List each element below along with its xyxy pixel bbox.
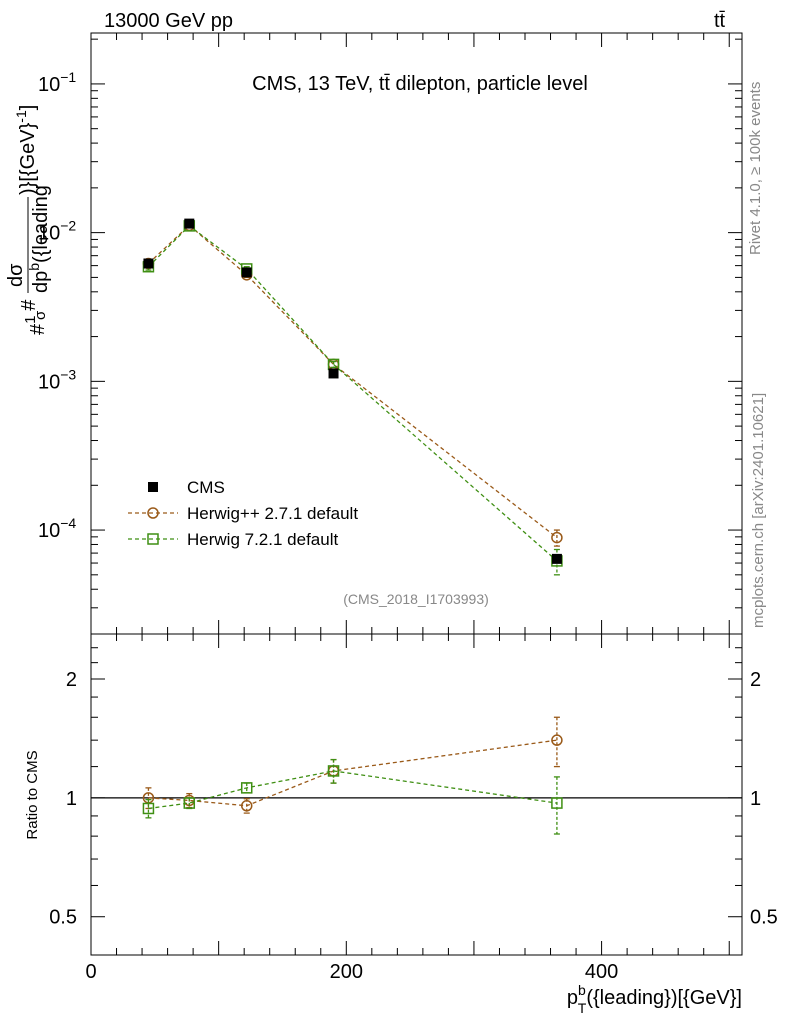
ratio-plot-frame <box>90 633 743 956</box>
legend-label: Herwig 7.2.1 default <box>187 530 338 549</box>
main-ylabel-fraction: dσ dpb({leading )}[{GeV}-1] <box>5 105 52 293</box>
analysis-id-label: (CMS_2018_I1703993) <box>343 591 489 607</box>
ratio-herwig7-point <box>183 797 196 809</box>
legend-entry: Herwig 7.2.1 default <box>128 530 338 549</box>
ratio-ytick-label-right: 0.5 <box>750 907 778 929</box>
ratio-ytick-label-left: 1 <box>66 788 77 810</box>
main-herwigpp-line <box>147 224 558 539</box>
main-cms-point <box>551 553 562 564</box>
legend-label: CMS <box>187 478 225 497</box>
xtick-label: 400 <box>585 961 618 983</box>
legend: CMS Herwig++ 2.7.1 default Herwig 7.2.1 de… <box>128 478 358 549</box>
main-ylabel-text: #1 σ# <box>18 299 49 335</box>
main-ylabel-numerator: dσ <box>5 263 27 287</box>
main-ylabel: #1 σ# <box>18 299 49 335</box>
header-right-label: tt̄ <box>714 10 726 32</box>
x-axis-label: pb T({leading})[{GeV}] <box>567 982 742 1016</box>
mcplots-source-label: mcplots.cern.ch [arXiv:2401.10621] <box>750 393 767 628</box>
main-cms-point <box>184 218 195 229</box>
legend-entry: CMS <box>148 478 225 497</box>
main-cms-point <box>328 368 339 379</box>
main-ylabel-units: )}[{GeV}-1] <box>13 105 39 195</box>
legend-point <box>147 507 159 519</box>
main-series-group <box>142 218 563 576</box>
ratio-herwig7-series <box>142 758 563 835</box>
ratio-herwigpp-point <box>240 800 253 812</box>
legend-label: Herwig++ 2.7.1 default <box>187 504 358 523</box>
ratio-herwig7-point <box>327 765 340 777</box>
main-cms-series <box>143 218 562 564</box>
ratio-ytick-label-right: 2 <box>750 669 761 691</box>
xtick-label: 0 <box>85 961 96 983</box>
main-herwigpp-point <box>551 531 563 544</box>
ratio-ytick-label-left: 2 <box>66 669 77 691</box>
ratio-ylabel: Ratio to CMS <box>24 750 41 839</box>
ratio-ytick-label-right: 1 <box>750 788 761 810</box>
main-ylabel-denominator: dpb({leading <box>26 185 52 293</box>
ratio-herwig7-point <box>551 797 563 809</box>
ratio-herwigpp-line <box>148 739 558 807</box>
ratio-series-group <box>142 716 563 835</box>
main-title: CMS, 13 TeV, tt̄ dilepton, particle leve… <box>252 73 588 95</box>
main-ytick-label: 10−4 <box>38 515 76 542</box>
ratio-herwig7-line <box>148 770 558 810</box>
xtick-label: 200 <box>330 961 363 983</box>
legend-point <box>148 482 158 492</box>
legend-point <box>147 533 159 545</box>
main-cms-point <box>143 258 154 269</box>
main-ytick-label: 10−2 <box>38 218 76 245</box>
main-cms-point <box>241 267 252 278</box>
main-ytick-label: 10−3 <box>38 366 76 393</box>
rivet-version-label: Rivet 4.1.0, ≥ 100k events <box>747 82 764 255</box>
main-ytick-label: 10−1 <box>38 69 76 96</box>
ratio-herwigpp-point <box>551 734 563 746</box>
ratio-herwig7-point <box>240 782 253 794</box>
legend-entry: Herwig++ 2.7.1 default <box>128 504 358 523</box>
ratio-herwig7-point <box>142 802 155 815</box>
main-herwigpp-series <box>142 219 563 547</box>
ratio-axis-ticks: 2 2 1 1 0.5 0.5 0 200 400 <box>49 633 778 983</box>
ratio-ytick-label-left: 0.5 <box>49 907 77 929</box>
main-axis-ticks: 10−1 10−2 10−3 10−4 <box>38 33 742 635</box>
header-left-label: 13000 GeV pp <box>104 10 233 32</box>
